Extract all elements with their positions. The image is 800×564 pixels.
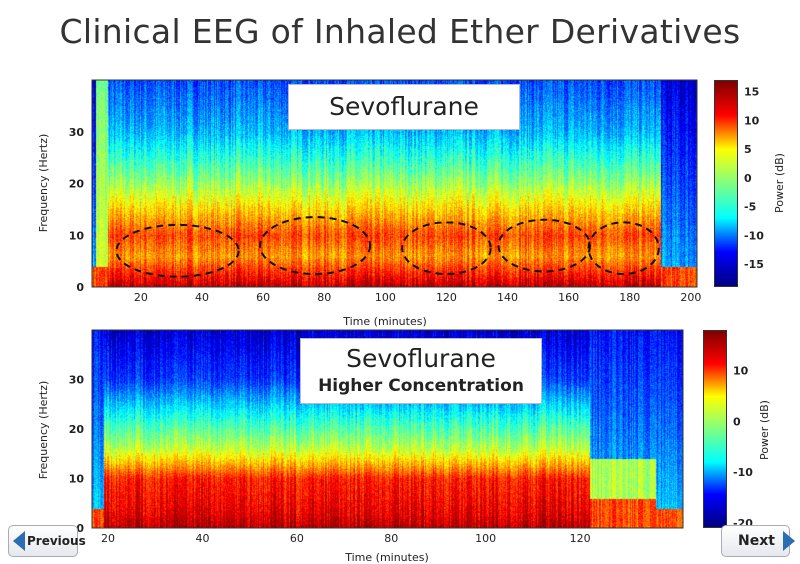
arrow-right-icon xyxy=(782,531,795,551)
colorbar-tick-label: 0 xyxy=(744,172,752,185)
x-tick-label: 20 xyxy=(101,532,115,545)
y-tick-label: 10 xyxy=(69,473,85,486)
x-tick-label: 200 xyxy=(680,291,701,304)
x-tick-label: 40 xyxy=(195,291,209,304)
x-tick-label: 80 xyxy=(384,532,398,545)
x-tick-label: 100 xyxy=(375,291,396,304)
x-tick-label: 20 xyxy=(134,291,148,304)
colorbar-tick-label: 0 xyxy=(733,415,741,428)
x-axis-label: Time (minutes) xyxy=(344,551,429,564)
next-label: Next xyxy=(738,533,775,549)
y-tick-label: 30 xyxy=(69,126,85,139)
y-tick-label: 20 xyxy=(69,178,85,191)
y-axis-label: Frequency (Hertz) xyxy=(37,134,50,233)
colorbar-tick-label: -10 xyxy=(744,229,764,242)
colorbar-tick-label: 10 xyxy=(733,365,749,378)
y-tick-label: 10 xyxy=(69,229,85,242)
x-tick-label: 120 xyxy=(570,532,591,545)
colorbar-tick-label: 10 xyxy=(744,114,760,127)
x-tick-label: 180 xyxy=(619,291,640,304)
chart-label-text: Sevoflurane xyxy=(346,344,496,373)
x-tick-label: 60 xyxy=(290,532,304,545)
x-tick-label: 80 xyxy=(317,291,331,304)
y-tick-label: 0 xyxy=(76,281,84,294)
colorbar-label: Power (dB) xyxy=(758,400,771,460)
x-tick-label: 100 xyxy=(475,532,496,545)
y-tick-label: 30 xyxy=(69,374,85,387)
previous-button[interactable]: Previous xyxy=(8,525,86,557)
x-tick-label: 140 xyxy=(497,291,518,304)
x-tick-label: 160 xyxy=(558,291,579,304)
colorbar xyxy=(714,80,738,287)
arrow-left-icon xyxy=(13,531,25,551)
colorbar-tick-label: -5 xyxy=(744,201,756,214)
chart-sublabel-text: Higher Concentration xyxy=(318,376,524,396)
colorbar-label: Power (dB) xyxy=(773,153,786,213)
y-axis-label: Frequency (Hertz) xyxy=(37,381,50,480)
x-axis-label: Time (minutes) xyxy=(342,315,427,328)
chart-label-sevoflurane: Sevoflurane xyxy=(288,84,520,130)
x-tick-label: 120 xyxy=(436,291,457,304)
colorbar-tick-label: -10 xyxy=(733,466,753,479)
x-tick-label: 60 xyxy=(256,291,270,304)
colorbar-tick-label: 5 xyxy=(744,143,752,156)
y-tick-label: 20 xyxy=(69,423,85,436)
slide-title: Clinical EEG of Inhaled Ether Derivative… xyxy=(59,12,741,51)
previous-label: Previous xyxy=(27,534,86,548)
chart-label-higher-concentration: Sevoflurane Higher Concentration xyxy=(300,338,542,404)
colorbar-tick-label: -15 xyxy=(744,258,764,271)
x-tick-label: 40 xyxy=(195,532,209,545)
colorbar-tick-label: 15 xyxy=(744,86,759,99)
chart-label-text: Sevoflurane xyxy=(329,92,479,121)
colorbar xyxy=(703,330,727,528)
next-button[interactable]: Next xyxy=(721,525,795,557)
